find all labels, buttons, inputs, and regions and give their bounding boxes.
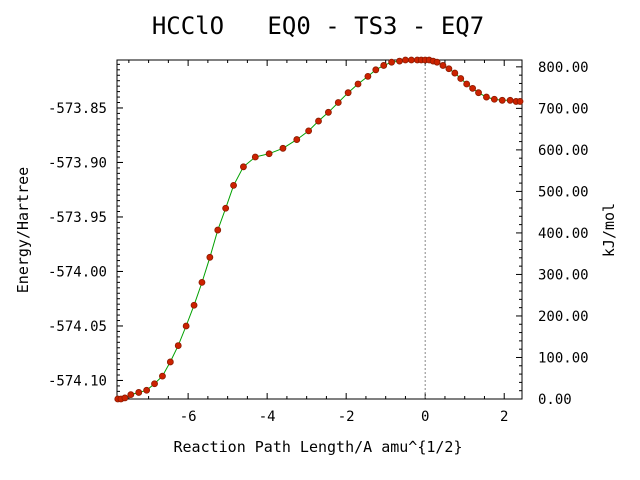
y-tick-label: -574.05 — [48, 319, 107, 335]
data-point — [344, 89, 352, 97]
data-point — [506, 96, 514, 104]
data-point — [445, 65, 453, 73]
data-point — [190, 301, 198, 309]
data-point — [174, 342, 182, 349]
data-point — [407, 56, 415, 64]
y2-tick-label: 200.00 — [538, 309, 589, 325]
y2-tick-label: 400.00 — [538, 226, 589, 242]
data-point — [457, 75, 465, 82]
data-point — [463, 80, 471, 88]
y-axis-left: -573.85 -573.90 -573.95 -574.00 -574.05 -574.… — [48, 63, 123, 398]
y-tick-label: -573.95 — [48, 210, 107, 226]
y2-tick-label: 600.00 — [538, 143, 589, 159]
data-point — [206, 253, 214, 261]
data-point — [388, 58, 396, 66]
data-point — [279, 144, 287, 152]
data-point — [214, 226, 222, 234]
y2-tick-label: 300.00 — [538, 267, 589, 283]
y2-axis-label: kJ/mol — [600, 203, 618, 257]
x-tick-label: -6 — [180, 409, 197, 425]
data-point — [451, 69, 459, 77]
data-point — [334, 99, 342, 106]
y-tick-label: -574.00 — [48, 264, 107, 280]
data-point — [396, 57, 403, 65]
data-point — [135, 389, 143, 396]
data-point — [305, 127, 313, 135]
y2-tick-label: 800.00 — [538, 60, 589, 76]
x-tick-label: -2 — [338, 409, 355, 425]
y-tick-label: -574.10 — [48, 373, 107, 389]
data-point — [159, 372, 166, 380]
data-point — [439, 62, 447, 69]
y2-tick-label: 100.00 — [538, 350, 589, 366]
x-axis: -6 -4 -2 0 2 — [128, 60, 508, 425]
data-points — [114, 56, 524, 403]
y2-tick-label: 0.00 — [538, 392, 572, 408]
data-point — [143, 386, 151, 394]
data-point — [265, 150, 273, 158]
data-point — [121, 394, 129, 402]
data-point — [151, 380, 158, 388]
y-tick-label: -573.85 — [48, 101, 107, 117]
y-tick-label: -573.90 — [48, 155, 107, 171]
data-point — [433, 58, 441, 66]
data-point — [127, 391, 135, 399]
data-point — [475, 89, 482, 97]
data-point — [490, 95, 498, 103]
data-point — [469, 84, 477, 92]
data-point — [380, 62, 388, 69]
chart-title: HCClO EQ0 - TS3 - EQ7 — [152, 12, 484, 40]
x-axis-label: Reaction Path Length/A amu^{1/2} — [174, 438, 463, 456]
y-axis-right: 800.00 700.00 600.00 500.00 400.00 300.00 200.… — [516, 60, 589, 408]
y-axis-label: Energy/Hartree — [14, 167, 32, 293]
data-point — [354, 80, 362, 88]
data-point — [222, 204, 230, 212]
data-point — [324, 108, 332, 116]
plot-frame — [116, 59, 523, 400]
data-point — [198, 278, 206, 286]
data-point — [166, 358, 174, 366]
data-point — [251, 153, 259, 161]
data-point — [516, 98, 524, 105]
y2-tick-label: 700.00 — [538, 101, 589, 117]
data-point — [483, 93, 490, 101]
y2-tick-label: 500.00 — [538, 184, 589, 200]
x-tick-label: 0 — [421, 409, 429, 425]
data-point — [230, 181, 237, 189]
data-point — [240, 163, 247, 171]
data-point — [293, 136, 301, 143]
data-point — [402, 56, 409, 64]
data-point — [182, 322, 190, 330]
data-point — [315, 117, 322, 125]
x-tick-label: 2 — [500, 409, 508, 425]
data-point — [372, 66, 380, 74]
data-point — [498, 96, 506, 104]
x-tick-label: -4 — [259, 409, 276, 425]
data-point — [364, 72, 372, 80]
